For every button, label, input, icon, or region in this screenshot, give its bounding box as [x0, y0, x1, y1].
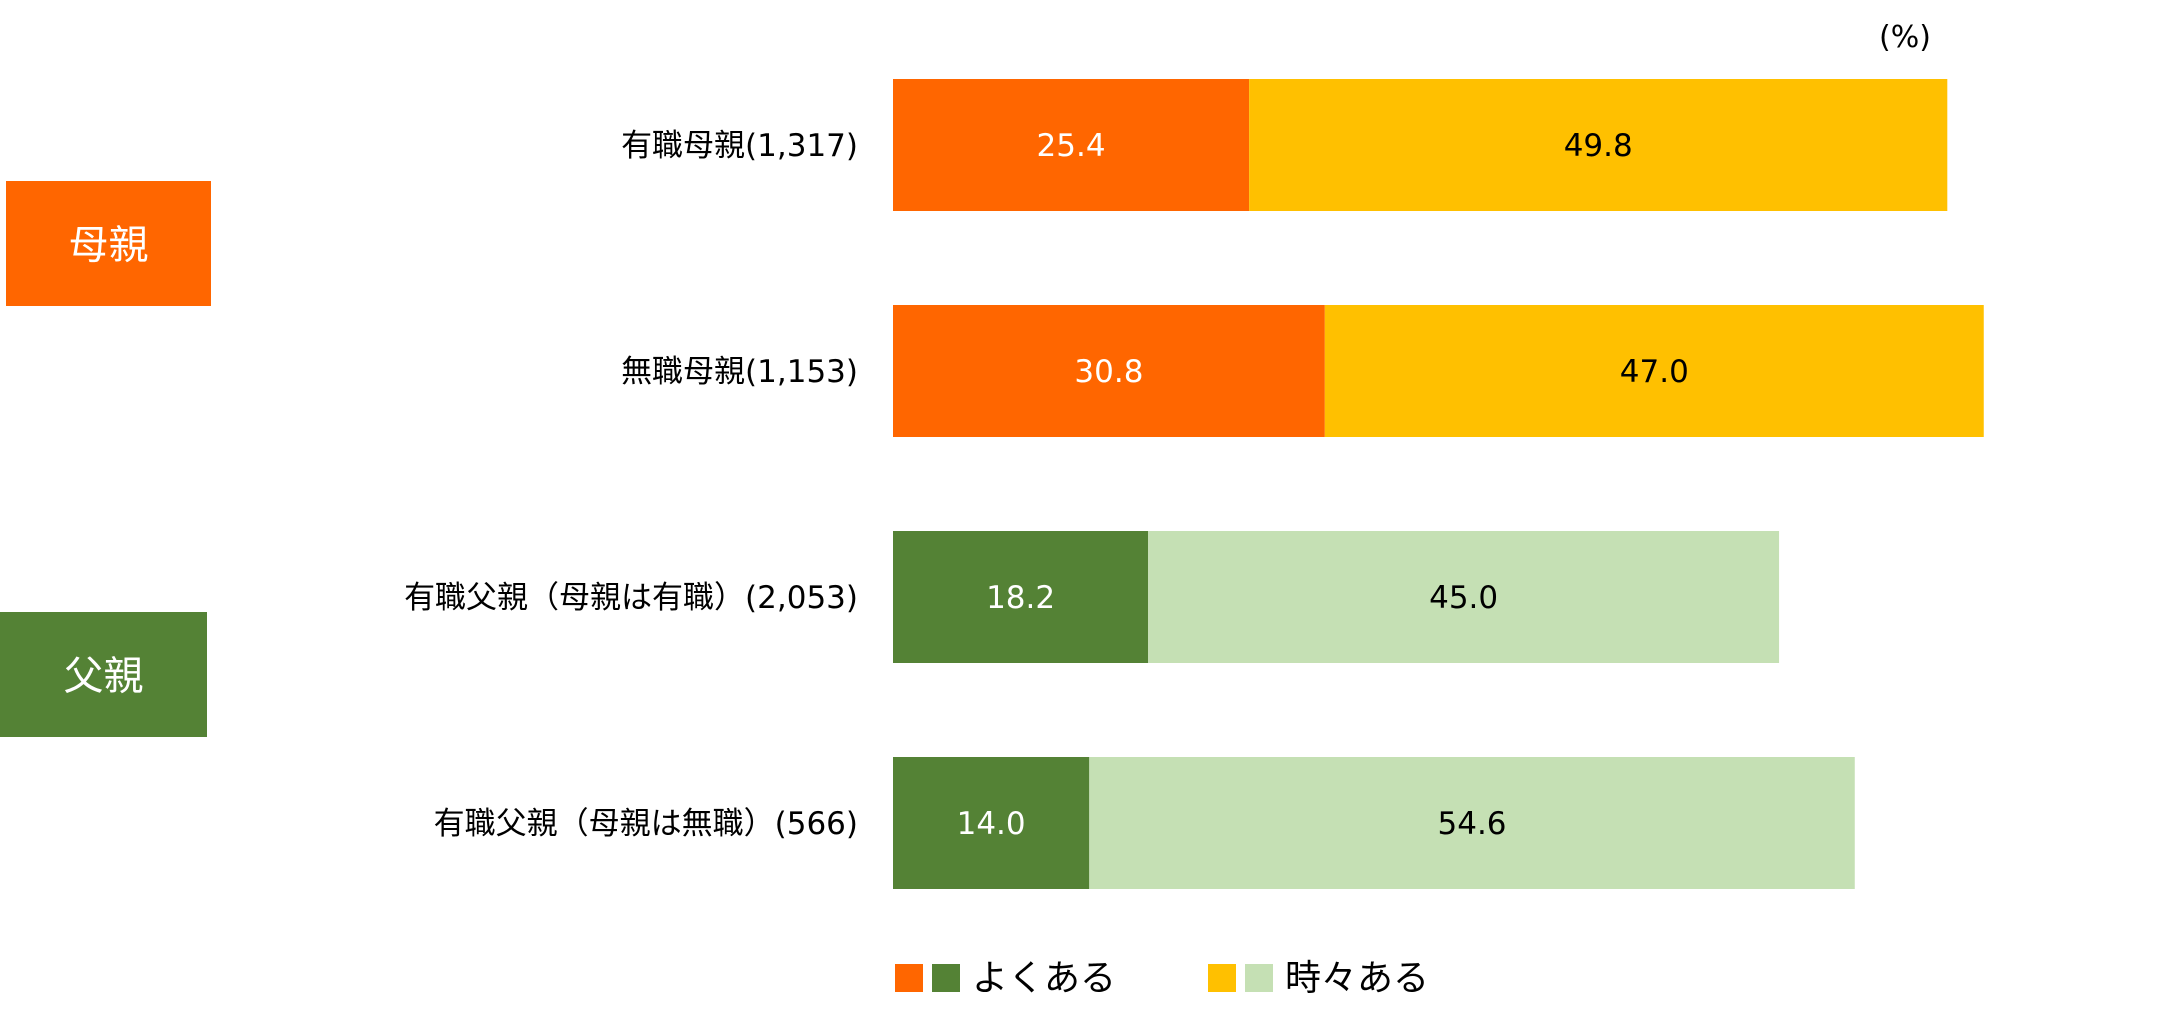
bar-segment [893, 757, 1090, 889]
data-label: 30.8 [1074, 354, 1143, 390]
bar-segment [893, 531, 1149, 663]
data-label: 25.4 [1037, 128, 1106, 164]
data-label: 47.0 [1620, 354, 1689, 390]
category-label: 有職父親（母親は無職）(566) [434, 806, 858, 842]
data-label: 14.0 [957, 806, 1026, 842]
bar-segment [1249, 79, 1948, 211]
unit-label: (%) [1879, 20, 1931, 55]
bar-segment [893, 305, 1325, 437]
data-label: 45.0 [1429, 580, 1498, 616]
legend-swatch [932, 964, 960, 992]
legend-swatch [1208, 964, 1236, 992]
bar-segment [1089, 757, 1855, 889]
legend-swatch [1245, 964, 1273, 992]
group-badge [0, 612, 207, 737]
category-label: 有職母親(1,317) [621, 128, 858, 164]
bar-segment [1148, 531, 1780, 663]
group-badge-label: 母親 [69, 223, 149, 269]
bar-segment [1324, 305, 1984, 437]
bar-rows: 有職母親(1,317) 25.4 49.8 無職母親(1,153) 30.8 47.0 有職… [404, 79, 1984, 889]
bar-segment [893, 79, 1250, 211]
unit-label-group: (%) [1879, 20, 1931, 55]
data-label: 54.6 [1438, 806, 1507, 842]
legend: よくある 時々ある [895, 958, 1429, 999]
legend-label: 時々ある [1285, 958, 1429, 999]
data-label: 49.8 [1564, 128, 1633, 164]
legend-swatch [895, 964, 923, 992]
group-badge [6, 181, 211, 306]
data-label: 18.2 [986, 580, 1055, 616]
legend-label: よくある [972, 958, 1116, 999]
group-badge-label: 父親 [64, 654, 144, 700]
category-label: 無職母親(1,153) [621, 354, 858, 390]
category-label: 有職父親（母親は有職）(2,053) [404, 580, 858, 616]
